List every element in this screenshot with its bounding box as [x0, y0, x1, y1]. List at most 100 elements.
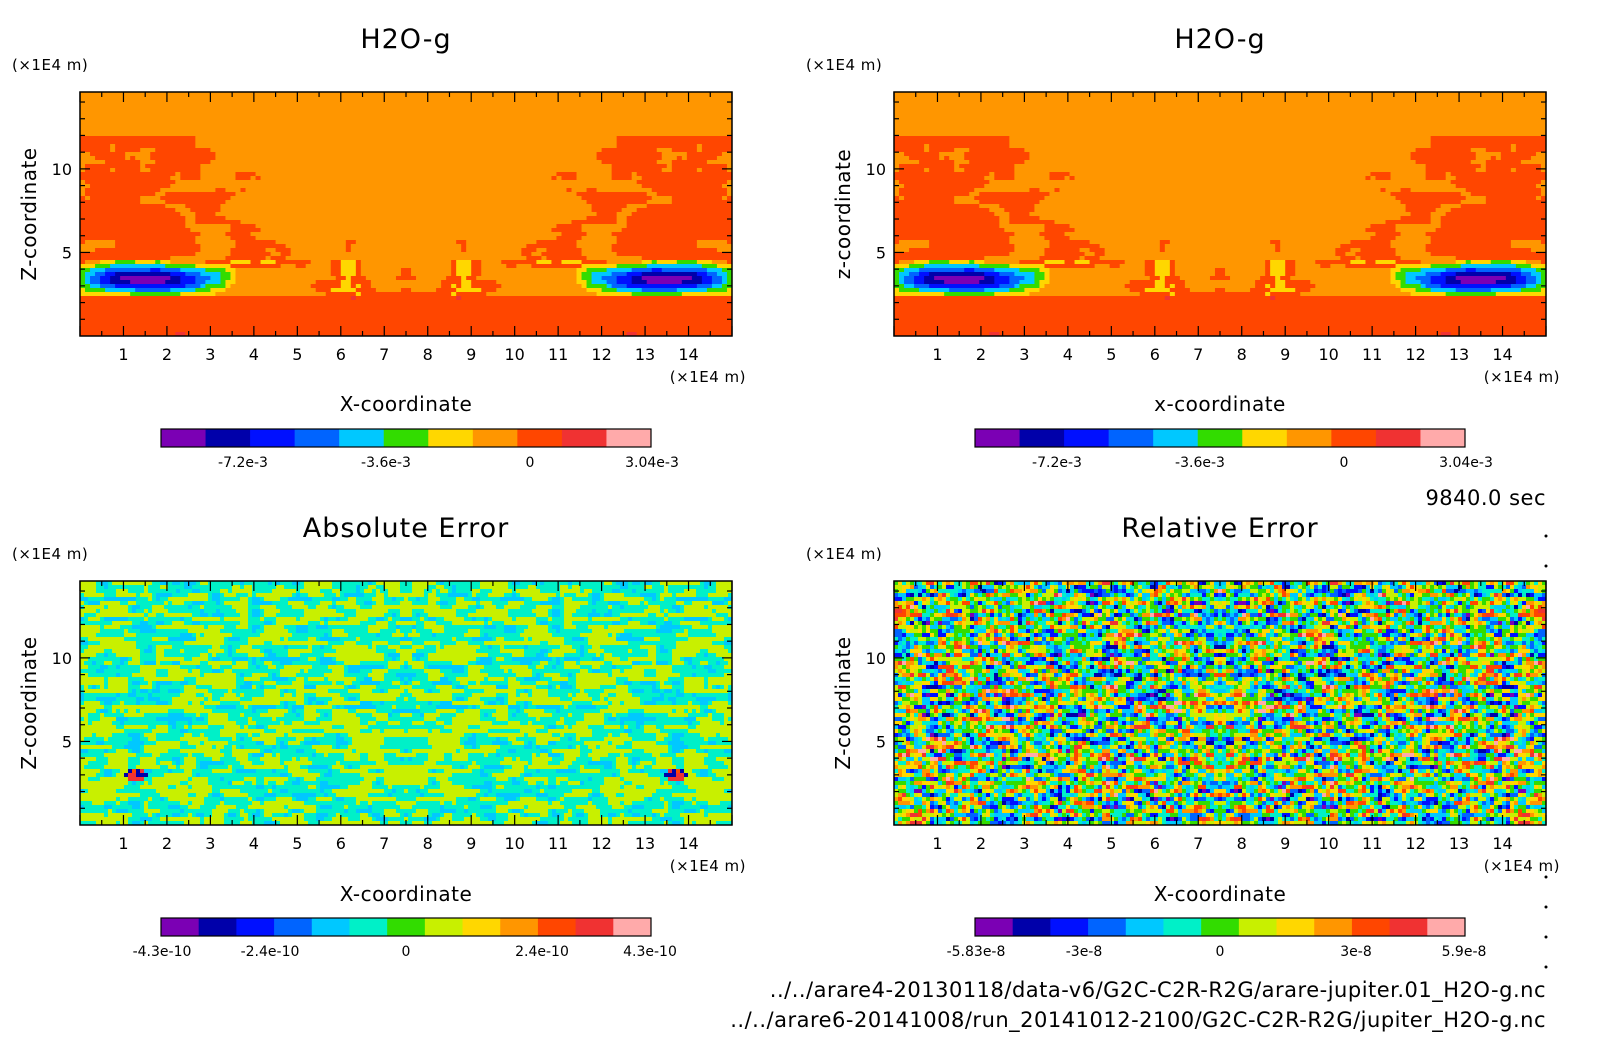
heatmap-cell	[128, 741, 145, 746]
heatmap-cell	[112, 621, 133, 626]
heatmap-cell	[656, 597, 661, 602]
heatmap-cell	[632, 581, 641, 586]
heatmap-cell	[420, 613, 429, 618]
heatmap-cell	[586, 188, 598, 193]
heatmap-cell	[504, 785, 537, 790]
heatmap-cell	[368, 617, 377, 622]
heatmap-cell	[340, 593, 345, 598]
heatmap-cell	[80, 701, 85, 706]
heatmap-cell	[340, 268, 357, 273]
heatmap-cell	[564, 733, 577, 738]
heatmap-cell	[1465, 260, 1472, 265]
heatmap-cell	[536, 797, 549, 802]
heatmap-cell	[372, 597, 385, 602]
heatmap-cell	[631, 280, 648, 285]
heatmap-cell	[1009, 288, 1025, 293]
heatmap-cell	[572, 637, 585, 642]
heatmap-cell	[1342, 589, 1347, 594]
heatmap-cell	[112, 705, 205, 710]
heatmap-cell	[532, 789, 541, 794]
heatmap-cell	[588, 813, 601, 818]
heatmap-cell	[440, 689, 465, 694]
heatmap-cell	[488, 677, 505, 682]
heatmap-cell	[1520, 268, 1537, 273]
heatmap-cell	[1134, 589, 1139, 594]
heatmap-cell	[80, 236, 196, 241]
heatmap-cell	[284, 625, 297, 630]
heatmap-cell	[132, 625, 153, 630]
heatmap-cell	[611, 244, 698, 249]
heatmap-cell	[208, 725, 225, 730]
heatmap-cell	[596, 705, 609, 710]
heatmap-cell	[984, 256, 1041, 261]
heatmap-cell	[230, 248, 267, 253]
heatmap-cell	[612, 613, 621, 618]
heatmap-cell	[336, 761, 341, 766]
heatmap-cell	[1054, 220, 1387, 225]
heatmap-cell	[168, 673, 201, 678]
heatmap-cell	[204, 693, 213, 698]
heatmap-cell	[412, 637, 453, 642]
heatmap-cell	[1435, 208, 1452, 213]
heatmap-cell	[1270, 581, 1275, 586]
heatmap-cell	[536, 240, 578, 245]
heatmap-cell	[1182, 593, 1187, 598]
heatmap-cell	[244, 693, 265, 698]
heatmap-cell	[388, 713, 393, 718]
heatmap-cell	[1178, 593, 1183, 598]
heatmap-cell	[1226, 589, 1231, 594]
heatmap-cell	[304, 677, 309, 682]
heatmap-cell	[96, 653, 105, 658]
heatmap-cell	[388, 621, 397, 626]
heatmap-cell	[914, 276, 925, 281]
heatmap-cell	[264, 813, 273, 818]
colorbar-swatch	[975, 429, 1021, 447]
heatmap-cell	[962, 589, 967, 594]
x-tick-label: 1	[118, 345, 128, 364]
heatmap-cell	[140, 681, 149, 686]
heatmap-cell	[484, 633, 489, 638]
heatmap-cell	[270, 252, 282, 257]
heatmap-cell	[205, 280, 222, 285]
heatmap-cell	[720, 685, 725, 690]
x-tick-label: 9	[466, 345, 476, 364]
heatmap-cell	[180, 689, 185, 694]
heatmap-cell	[408, 729, 429, 734]
heatmap-cell	[344, 697, 349, 702]
heatmap-cell	[400, 601, 413, 606]
heatmap-cell	[324, 713, 329, 718]
heatmap-cell	[336, 733, 341, 738]
heatmap-cell	[556, 709, 561, 714]
heatmap-cell	[1295, 268, 1392, 273]
heatmap-cell	[128, 657, 133, 662]
heatmap-cell	[500, 745, 525, 750]
heatmap-cell	[196, 713, 201, 718]
heatmap-cell	[1129, 288, 1146, 293]
heatmap-cell	[728, 701, 732, 706]
x-tick-label: 12	[591, 834, 611, 853]
heatmap-cell	[372, 801, 397, 806]
heatmap-cell	[528, 741, 533, 746]
heatmap-cell	[668, 677, 685, 682]
heatmap-cell	[528, 733, 553, 738]
x-unit-label: (×1E4 m)	[670, 857, 746, 875]
heatmap-cell	[104, 593, 117, 598]
heatmap-cell	[1169, 240, 1271, 245]
heatmap-cell	[1440, 216, 1546, 221]
heatmap-cell	[252, 761, 265, 766]
heatmap-cell	[620, 773, 649, 778]
heatmap-cell	[80, 741, 97, 746]
heatmap-cell	[408, 813, 413, 818]
heatmap-cell	[476, 741, 493, 746]
colorbar	[160, 428, 652, 448]
heatmap-cell	[376, 781, 381, 786]
heatmap-cell	[471, 272, 482, 277]
heatmap-cell	[248, 813, 253, 818]
heatmap-cell	[260, 633, 293, 638]
heatmap-cell	[894, 312, 1546, 317]
heatmap-cell	[1190, 589, 1199, 594]
heatmap-cell	[676, 693, 685, 698]
heatmap-cell	[280, 581, 293, 586]
heatmap-cell	[904, 284, 915, 289]
heatmap-cell	[1410, 585, 1415, 590]
